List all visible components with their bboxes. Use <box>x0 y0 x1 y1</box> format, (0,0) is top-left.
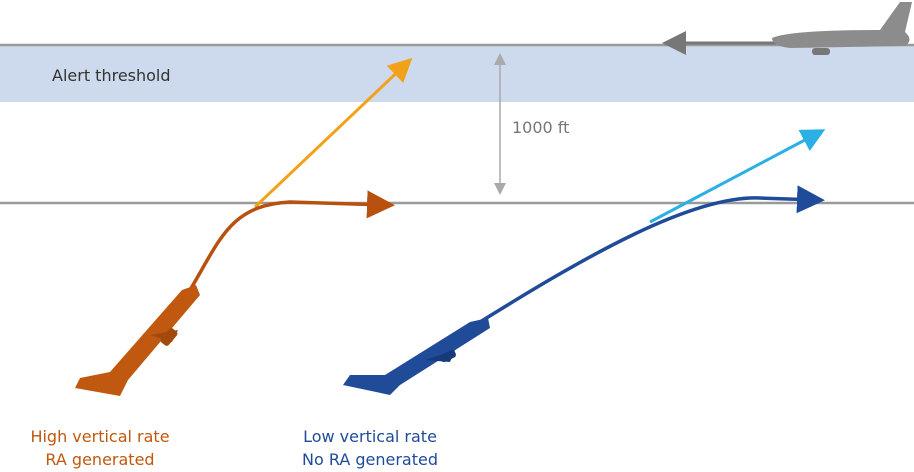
separation-label: 1000 ft <box>512 118 569 137</box>
low-rate-line2: No RA generated <box>302 450 438 469</box>
band-label: Alert threshold <box>52 66 171 85</box>
ra-path <box>190 202 388 290</box>
flight-path <box>480 198 818 322</box>
high-rate-line2: RA generated <box>45 450 154 469</box>
diagram: Alert threshold 1000 ft High vertical ra… <box>0 0 914 472</box>
low-rate-line1: Low vertical rate <box>303 427 437 446</box>
high-rate-line1: High vertical rate <box>30 427 169 446</box>
orange-plane <box>75 285 200 396</box>
projected-path <box>650 132 820 222</box>
blue-plane <box>343 318 490 395</box>
